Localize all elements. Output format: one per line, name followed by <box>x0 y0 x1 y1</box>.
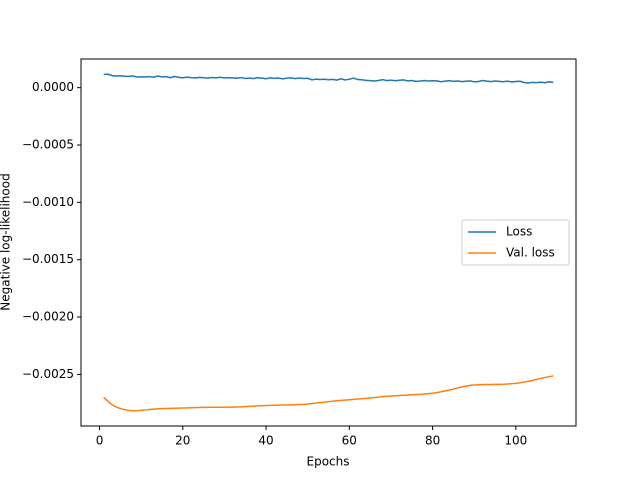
y-tick-label: −0.0020 <box>22 310 74 324</box>
y-axis-label: Negative log-likelihood <box>0 173 13 310</box>
plot-frame <box>80 58 577 427</box>
x-axis-label: Epochs <box>307 455 350 469</box>
x-tick-label: 60 <box>342 434 357 448</box>
y-tick-label: −0.0005 <box>22 138 74 152</box>
x-tick-label: 100 <box>504 434 527 448</box>
y-tick-label: −0.0025 <box>22 367 74 381</box>
x-tick-label: 40 <box>258 434 273 448</box>
y-tick-label: −0.0010 <box>22 195 74 209</box>
series-line <box>103 375 554 412</box>
x-tick-label: 80 <box>425 434 440 448</box>
legend-label: Val. loss <box>506 246 555 260</box>
x-tick-label: 20 <box>175 434 190 448</box>
y-tick-label: 0.0000 <box>32 80 74 94</box>
legend-label: Loss <box>506 225 532 239</box>
series-line <box>103 73 554 84</box>
x-tick-label: 0 <box>96 434 104 448</box>
y-tick-label: −0.0015 <box>22 252 74 266</box>
